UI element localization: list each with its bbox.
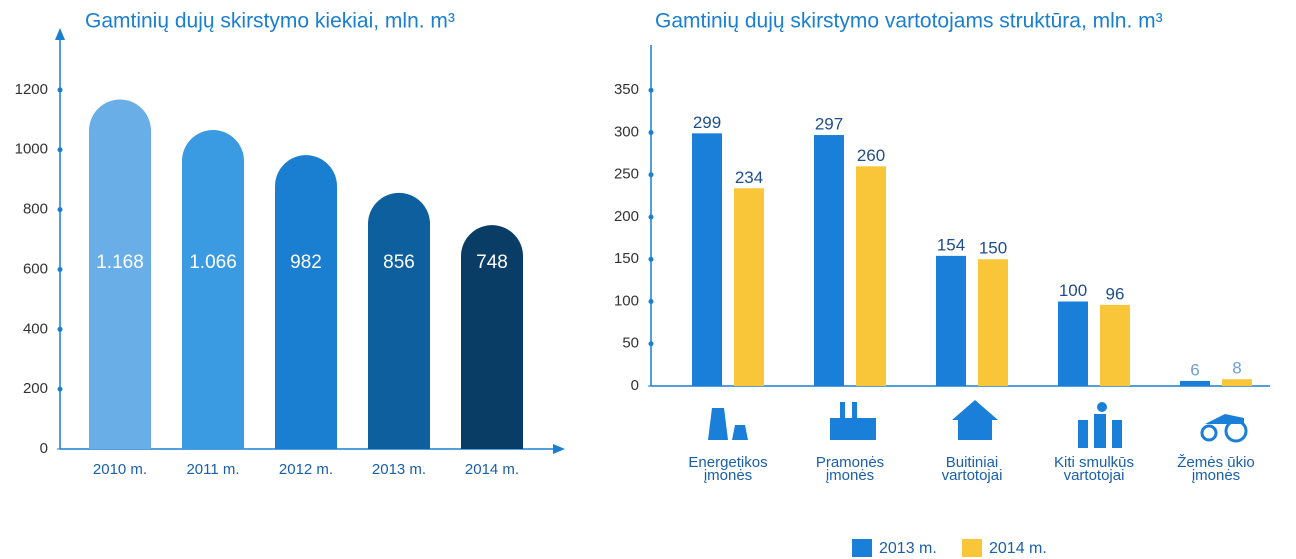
icon-tractor xyxy=(1205,414,1244,424)
tick-mark xyxy=(648,172,654,178)
bar xyxy=(814,135,844,386)
y-tick-label: 350 xyxy=(614,81,639,98)
x-tick-label: 2014 m. xyxy=(465,461,519,478)
bar xyxy=(1180,380,1210,386)
icon-head xyxy=(1097,402,1107,412)
x-tick-label: 2013 m. xyxy=(372,461,426,478)
axis-arrow xyxy=(553,444,565,454)
bar xyxy=(1100,304,1130,386)
y-tick-label: 0 xyxy=(631,377,639,394)
icons xyxy=(708,400,1248,448)
tick-mark xyxy=(648,341,654,347)
value-label: 96 xyxy=(1106,284,1125,303)
bar xyxy=(734,188,764,386)
y-tick-label: 250 xyxy=(614,166,639,183)
bar xyxy=(461,225,523,449)
value-label: 1.066 xyxy=(189,252,237,273)
x-tick-label: Energetikos xyxy=(688,454,767,471)
y-tick-label: 200 xyxy=(23,380,48,397)
y-tick-label: 800 xyxy=(23,201,48,218)
value-label: 100 xyxy=(1059,281,1087,300)
legend-swatch xyxy=(852,539,872,557)
icon-energy xyxy=(708,408,748,440)
legend-label: 2014 m. xyxy=(989,540,1047,557)
value-label: 234 xyxy=(735,168,763,187)
icon-industry xyxy=(830,402,876,440)
tick-mark xyxy=(57,147,63,153)
y-tick-label: 600 xyxy=(23,260,48,277)
value-label: 748 xyxy=(476,252,508,273)
legend-label: 2013 m. xyxy=(879,540,937,557)
value-label: 150 xyxy=(979,239,1007,258)
chart-title: Gamtinių dujų skirstymo kiekiai, mln. m³ xyxy=(85,10,455,33)
x-tick-label: vartotojai xyxy=(942,467,1003,484)
y-tick-label: 100 xyxy=(614,292,639,309)
bar xyxy=(978,259,1008,386)
y-tick-label: 300 xyxy=(614,123,639,140)
y-tick-label: 0 xyxy=(40,440,48,457)
tick-mark xyxy=(648,214,654,220)
chart-title: Gamtinių dujų skirstymo vartotojams stru… xyxy=(655,10,1163,33)
bar xyxy=(275,155,337,449)
x-tick-label: įmonės xyxy=(1192,467,1240,484)
icon-people xyxy=(1078,414,1122,448)
value-label: 1.168 xyxy=(96,252,144,273)
x-tick-label: įmonės xyxy=(826,467,874,484)
y-tick-label: 50 xyxy=(622,335,639,352)
tick-mark xyxy=(57,266,63,272)
bar xyxy=(1058,301,1088,386)
y-tick-label: 400 xyxy=(23,320,48,337)
tick-mark xyxy=(648,130,654,135)
axis-arrow xyxy=(55,28,65,40)
bar xyxy=(368,192,430,449)
icon-wheel xyxy=(1200,424,1218,442)
y-tick-label: 1000 xyxy=(15,141,48,158)
tick-mark xyxy=(648,256,654,262)
bar xyxy=(856,166,886,386)
tick-mark xyxy=(648,87,654,93)
y-tick-label: 1200 xyxy=(15,81,48,98)
x-tick-label: 2010 m. xyxy=(93,461,147,478)
bar xyxy=(1222,379,1252,386)
tick-mark xyxy=(57,87,63,93)
icon-house xyxy=(952,400,998,440)
y-tick-label: 150 xyxy=(614,250,639,267)
value-label: 297 xyxy=(815,115,843,134)
value-label: 6 xyxy=(1190,360,1199,379)
value-label: 299 xyxy=(693,113,721,132)
x-tick-label: 2012 m. xyxy=(279,461,333,478)
bar xyxy=(182,130,244,449)
value-label: 856 xyxy=(383,252,415,273)
value-label: 260 xyxy=(857,146,885,165)
x-tick-label: 2011 m. xyxy=(186,461,239,478)
x-tick-label: įmonės xyxy=(704,467,752,484)
x-tick-label: Pramonės xyxy=(816,454,884,471)
bar xyxy=(936,255,966,386)
bar xyxy=(89,99,151,449)
x-tick-label: Žemės ūkio xyxy=(1177,454,1255,471)
value-label: 8 xyxy=(1232,359,1241,378)
y-tick-label: 200 xyxy=(614,208,639,225)
value-label: 154 xyxy=(937,235,965,254)
tick-mark xyxy=(57,326,63,332)
x-tick-label: Kiti smulkūs xyxy=(1054,454,1134,471)
tick-mark xyxy=(648,299,654,304)
legend-swatch xyxy=(962,539,982,557)
x-tick-label: vartotojai xyxy=(1064,467,1125,484)
tick-mark xyxy=(57,207,63,213)
tick-mark xyxy=(57,386,63,392)
x-tick-label: Buitiniai xyxy=(946,454,999,471)
bar xyxy=(692,133,722,386)
value-label: 982 xyxy=(290,252,322,273)
